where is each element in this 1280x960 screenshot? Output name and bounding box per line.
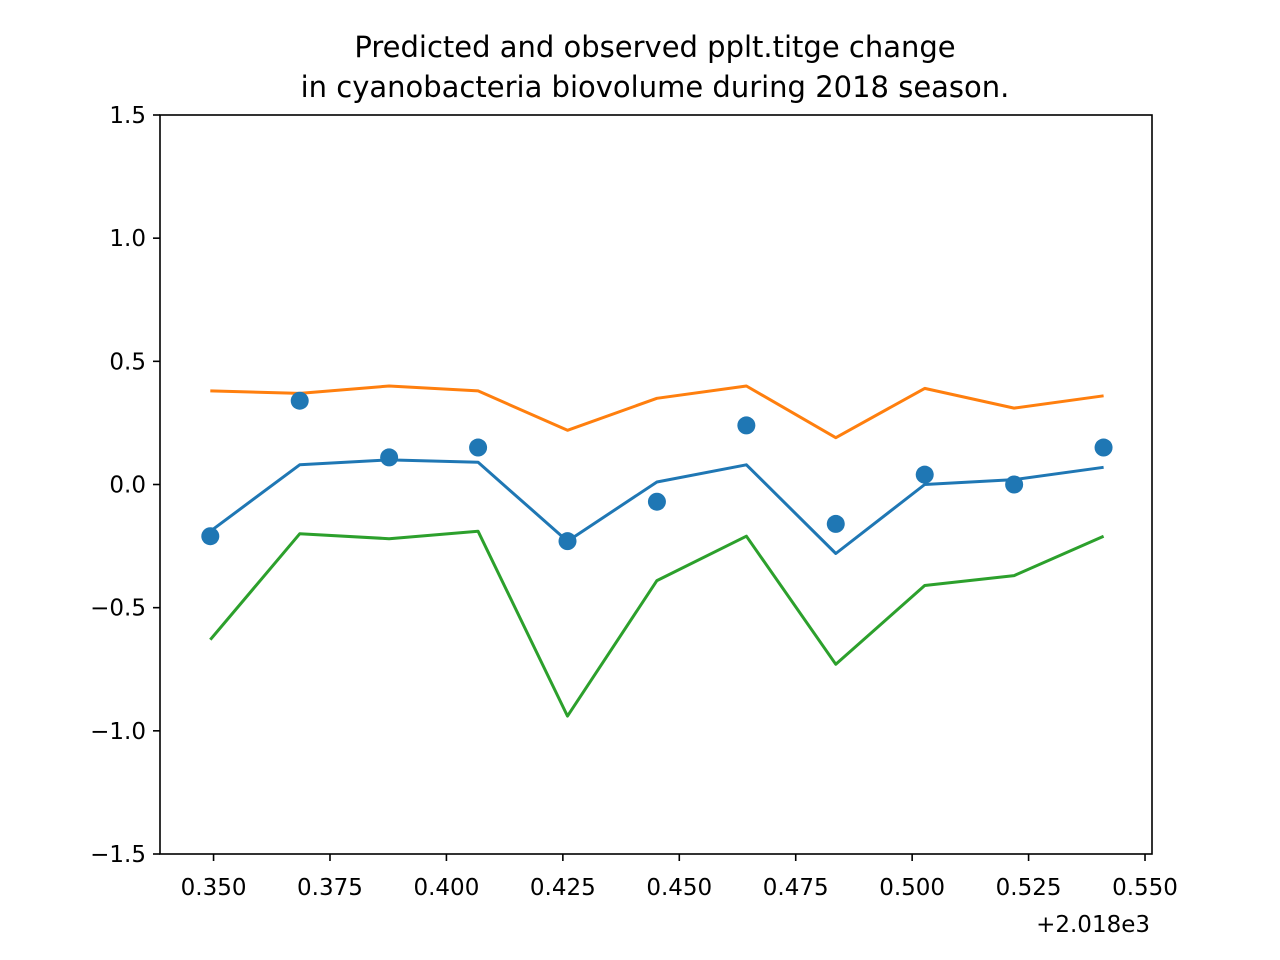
x-tick-label: 0.400 — [413, 875, 479, 901]
x-tick-label: 0.350 — [181, 875, 247, 901]
chart-title-line-2: in cyanobacteria biovolume during 2018 s… — [300, 70, 1010, 104]
y-tick-label: −1.0 — [90, 719, 146, 745]
x-tick-label: 0.525 — [996, 875, 1062, 901]
x-tick-label: 0.375 — [297, 875, 363, 901]
y-axis: −1.5 −1.0 −0.5 0.0 0.5 1.0 1.5 — [90, 103, 160, 868]
series-line-2 — [209, 529, 1105, 718]
y-tick-label: 1.0 — [109, 226, 146, 252]
x-tick-label: 0.550 — [1112, 875, 1178, 901]
series-line-1 — [209, 458, 1104, 555]
chart-title-line-1: Predicted and observed pplt.titge change — [354, 30, 956, 64]
observed-point — [1094, 438, 1113, 457]
x-tick-label: 0.475 — [763, 875, 829, 901]
x-tick-label: 0.450 — [646, 875, 712, 901]
observed-point — [915, 465, 934, 484]
observed-point — [380, 448, 399, 467]
series-lines — [209, 384, 1105, 718]
y-tick-label: −1.5 — [90, 842, 146, 868]
observed-point — [558, 532, 577, 551]
observed-point — [201, 527, 220, 546]
observed-point — [647, 492, 666, 511]
observed-point — [1005, 475, 1024, 494]
y-tick-label: 0.0 — [109, 473, 146, 499]
observed-point — [469, 438, 488, 457]
x-tick-label: 0.500 — [879, 875, 945, 901]
observed-point — [290, 391, 309, 410]
y-tick-label: 1.5 — [109, 103, 146, 129]
y-tick-label: −0.5 — [90, 596, 146, 622]
y-tick-label: 0.5 — [109, 349, 146, 375]
observed-point — [737, 416, 756, 435]
x-axis: 0.350 0.375 0.400 0.425 0.450 0.475 0.500 0.525… — [181, 854, 1178, 901]
x-offset-label: +2.018e3 — [1036, 912, 1150, 938]
x-tick-label: 0.425 — [530, 875, 596, 901]
observed-point — [826, 514, 845, 533]
plot-frame — [159, 114, 1153, 855]
series-line-0 — [210, 384, 1104, 440]
observed-points — [201, 391, 1113, 551]
